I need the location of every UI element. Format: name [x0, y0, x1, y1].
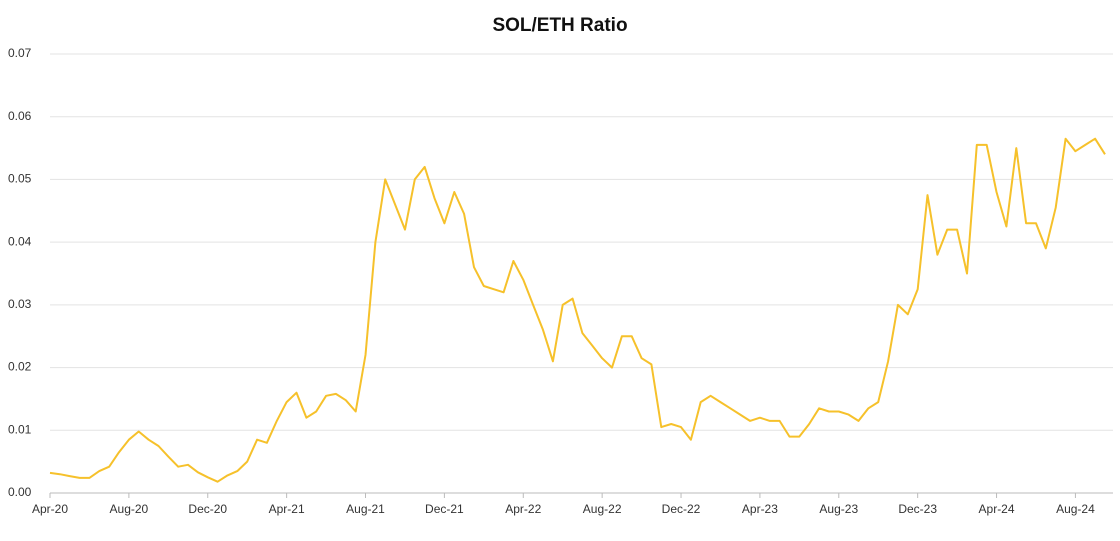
y-tick-label: 0.06 — [8, 109, 32, 123]
chart-title: SOL/ETH Ratio — [492, 15, 627, 36]
x-tick-label: Dec-22 — [662, 502, 701, 516]
y-tick-label: 0.02 — [8, 360, 32, 374]
y-tick-label: 0.07 — [8, 46, 32, 60]
x-tick-label: Aug-23 — [819, 502, 858, 516]
x-tick-label: Dec-20 — [188, 502, 227, 516]
y-tick-label: 0.03 — [8, 297, 32, 311]
y-tick-label: 0.00 — [8, 485, 32, 499]
x-tick-label: Apr-20 — [32, 502, 68, 516]
x-tick-label: Apr-22 — [505, 502, 541, 516]
x-tick-label: Dec-21 — [425, 502, 464, 516]
x-tick-label: Dec-23 — [898, 502, 937, 516]
y-tick-label: 0.01 — [8, 422, 32, 436]
x-tick-label: Aug-22 — [583, 502, 622, 516]
x-tick-label: Aug-21 — [346, 502, 385, 516]
y-tick-label: 0.05 — [8, 172, 32, 186]
x-tick-label: Apr-21 — [269, 502, 305, 516]
x-tick-label: Apr-24 — [979, 502, 1015, 516]
x-tick-label: Aug-24 — [1056, 502, 1095, 516]
x-tick-label: Aug-20 — [110, 502, 149, 516]
x-tick-label: Apr-23 — [742, 502, 778, 516]
y-tick-label: 0.04 — [8, 234, 32, 248]
data-line — [49, 137, 1106, 483]
